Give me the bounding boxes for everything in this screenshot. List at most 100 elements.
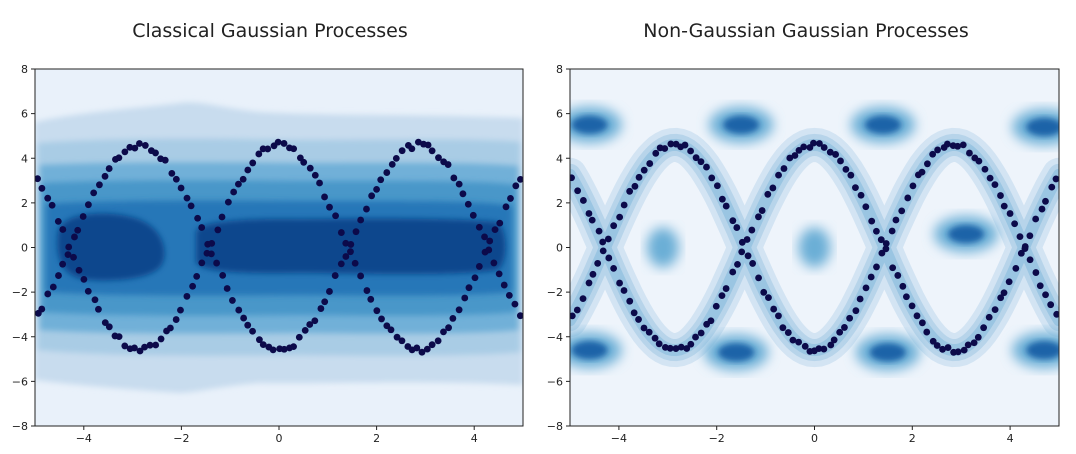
data-point	[889, 264, 897, 272]
data-point	[74, 226, 82, 234]
data-point	[136, 347, 144, 355]
data-point	[1032, 269, 1040, 276]
data-point	[214, 226, 222, 234]
data-point	[383, 169, 391, 176]
data-point	[373, 186, 380, 193]
data-point	[435, 154, 442, 162]
data-point	[331, 272, 339, 279]
data-point	[836, 328, 844, 336]
data-point	[48, 201, 56, 209]
data-point	[351, 259, 359, 267]
data-point	[1026, 232, 1034, 240]
panel-non-gaussian: Non-Gaussian Gaussian Processes −4 −2 0 2 4 …	[547, 20, 1060, 445]
data-point	[55, 272, 62, 279]
data-point	[775, 171, 782, 179]
data-point	[974, 333, 982, 341]
y-tick-label: 4	[21, 152, 28, 165]
data-point	[387, 326, 395, 334]
data-point	[223, 285, 231, 292]
data-point	[1011, 220, 1019, 228]
data-point	[770, 305, 778, 313]
data-point	[801, 342, 809, 350]
data-point	[954, 348, 962, 356]
data-point	[661, 145, 669, 152]
data-point	[981, 165, 989, 173]
data-point	[79, 213, 87, 220]
y-tick-label: −2	[12, 286, 28, 299]
x-tick-label: −2	[709, 432, 725, 445]
data-point	[121, 148, 129, 156]
data-point	[316, 179, 323, 187]
data-point	[65, 243, 73, 251]
data-point	[588, 216, 596, 224]
data-point	[255, 150, 263, 158]
x-tick-label: 4	[1007, 432, 1014, 445]
data-point	[264, 145, 272, 153]
data-point	[38, 184, 46, 192]
data-point	[423, 345, 431, 353]
data-point	[408, 145, 416, 153]
data-point	[377, 176, 385, 184]
data-point	[269, 346, 277, 354]
data-point	[908, 302, 916, 310]
data-point	[610, 222, 618, 230]
data-point	[652, 149, 660, 157]
data-point	[975, 157, 983, 165]
data-point	[827, 341, 835, 349]
density-blob-core	[1026, 118, 1059, 137]
data-point	[500, 281, 508, 289]
x-tick-label: 4	[471, 432, 478, 445]
data-point	[878, 249, 886, 257]
data-point	[852, 184, 859, 192]
data-point	[820, 144, 828, 151]
data-point	[459, 190, 467, 198]
data-point	[655, 340, 663, 348]
data-point	[161, 156, 169, 164]
data-point	[703, 163, 710, 171]
data-point	[363, 287, 371, 294]
data-point	[301, 326, 309, 334]
data-point	[1026, 256, 1034, 264]
data-point	[91, 296, 99, 304]
data-point	[646, 160, 654, 167]
data-point	[820, 345, 828, 353]
data-point	[475, 263, 483, 270]
data-point	[898, 207, 906, 215]
data-point	[841, 324, 848, 331]
data-point	[290, 343, 297, 351]
data-point	[873, 227, 880, 235]
data-point	[954, 142, 962, 150]
data-point	[630, 309, 638, 317]
x-tick-label: 2	[373, 432, 380, 445]
data-point	[667, 140, 675, 148]
data-point	[1038, 205, 1046, 213]
data-point	[71, 233, 78, 241]
data-point	[280, 140, 288, 147]
y-tick-label: 0	[21, 242, 28, 255]
data-point	[738, 248, 746, 256]
data-point	[980, 324, 988, 332]
data-point	[218, 213, 226, 221]
data-point	[198, 259, 206, 267]
data-point	[131, 344, 138, 352]
data-point	[579, 197, 587, 204]
data-point	[337, 260, 345, 268]
data-point	[1000, 289, 1008, 297]
data-point	[59, 226, 67, 233]
data-point	[357, 272, 365, 280]
data-point	[101, 172, 109, 180]
x-axis: −4 −2 0 2 4	[611, 426, 1014, 445]
data-point	[599, 238, 607, 246]
data-point	[645, 328, 653, 336]
data-point	[507, 195, 514, 202]
data-point	[455, 306, 463, 314]
data-point	[295, 333, 303, 341]
data-point	[1048, 183, 1056, 191]
data-point	[830, 336, 838, 344]
data-point	[722, 285, 730, 292]
data-point	[862, 203, 870, 211]
data-point	[692, 154, 700, 162]
data-point	[189, 282, 197, 290]
data-point	[713, 182, 721, 190]
data-point	[398, 147, 406, 155]
